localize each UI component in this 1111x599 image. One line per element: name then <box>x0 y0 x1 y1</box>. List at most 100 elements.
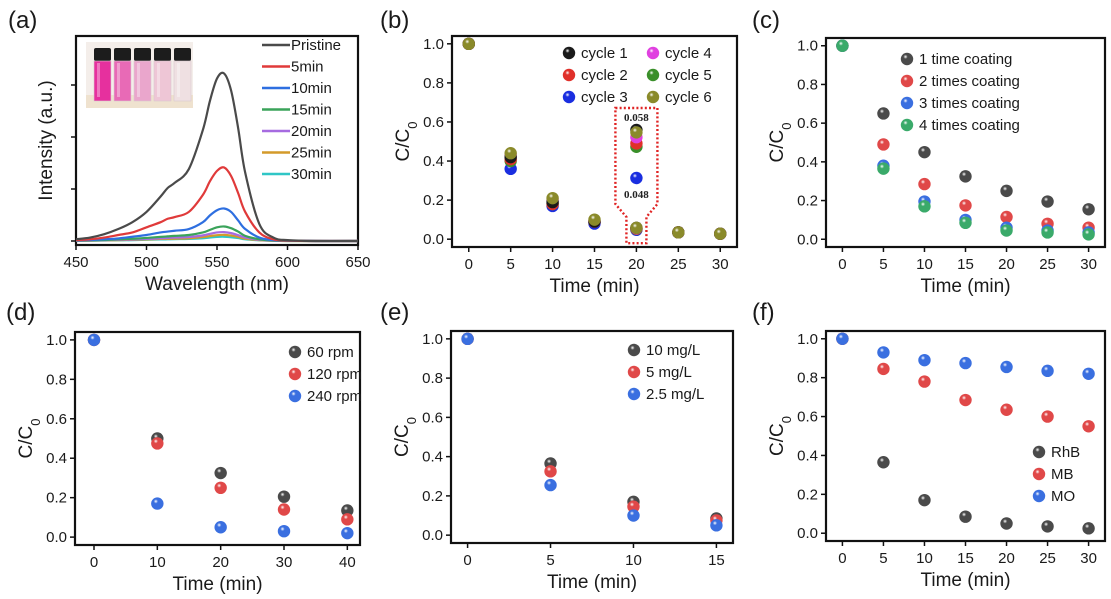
panel-a: (a) 450 500 550 600 650 Wavelength (nm) Intensi… <box>8 7 371 295</box>
data-point-cycle-6 <box>588 213 601 226</box>
x-tick-label: 0 <box>838 256 846 273</box>
data-point-1-time-coating <box>1000 184 1013 198</box>
series-line-pristine <box>75 71 359 243</box>
x-tick-label: 0 <box>838 550 846 567</box>
vial-highlight <box>117 63 120 97</box>
x-tick-label: 10 <box>149 554 166 571</box>
y-tick-label: 0.6 <box>797 115 818 132</box>
data-point-cycle-6 <box>714 227 727 240</box>
legend-marker <box>900 118 914 132</box>
legend-marker <box>627 387 641 401</box>
inset-vial-photo <box>86 42 193 108</box>
data-point-2-times-coating <box>1000 210 1013 224</box>
data-point-2-times-coating <box>918 177 931 191</box>
legend-label: cycle 2 <box>581 67 628 84</box>
data-point-cycle-6 <box>672 226 685 239</box>
y-tick-label: 0.4 <box>423 153 444 170</box>
data-point-rhb <box>1082 522 1095 535</box>
panel-label-a: (a) <box>8 7 37 34</box>
y-tick-label: 0.8 <box>797 76 818 93</box>
data-point-4-times-coating <box>918 200 931 213</box>
legend-label: Pristine <box>291 37 341 54</box>
x-tick-label: 20 <box>998 550 1015 567</box>
legend-marker <box>900 52 914 66</box>
x-axis-label: Wavelength (nm) <box>145 274 289 295</box>
y-tick-label: 0.0 <box>797 231 818 248</box>
data-point-2-5-mg-l <box>627 509 640 522</box>
y-tick-label: 0.2 <box>797 486 818 503</box>
panel-label-b: (b) <box>380 7 409 34</box>
x-tick-label: 5 <box>507 256 515 273</box>
x-tick-label: 5 <box>879 550 887 567</box>
x-tick-label: 0 <box>90 554 98 571</box>
legend-label: RhB <box>1051 444 1080 461</box>
vial <box>133 60 152 102</box>
data-point-60-rpm <box>277 490 291 503</box>
data-point-rhb <box>877 456 890 469</box>
x-tick-label: 10 <box>916 256 933 273</box>
y-tick-label: 0.2 <box>422 488 443 505</box>
legend-marker <box>288 367 302 381</box>
y-tick-label: 0.4 <box>797 447 818 464</box>
y-tick-label: 0.0 <box>423 231 444 248</box>
legend-marker <box>1032 467 1046 481</box>
vial-highlight <box>157 63 160 97</box>
x-tick-label: 25 <box>1039 256 1056 273</box>
y-tick-label: 1.0 <box>423 36 444 53</box>
legend-label: cycle 5 <box>665 67 712 84</box>
x-tick-label: 600 <box>275 254 300 271</box>
data-point-4-times-coating <box>1000 224 1013 237</box>
legend-label: 2.5 mg/L <box>646 386 704 403</box>
legend-marker <box>1032 489 1046 503</box>
panel-label-d: (d) <box>6 299 35 326</box>
x-axis-label: Time (min) <box>549 276 639 297</box>
series-line-10min <box>75 207 359 243</box>
x-tick-label: 25 <box>670 256 687 273</box>
vial <box>153 60 172 102</box>
data-point-240-rpm <box>87 333 101 347</box>
annotation-min: 0.048 <box>624 189 649 201</box>
data-point-1-time-coating <box>1082 203 1095 216</box>
legend-label: 20min <box>291 123 332 140</box>
y-tick-label: 0.6 <box>797 409 818 426</box>
y-axis-label: C/C0 <box>16 419 43 459</box>
data-point-60-rpm <box>214 466 227 480</box>
data-point-cycle-6 <box>462 37 475 51</box>
legend-label: MO <box>1051 488 1075 505</box>
data-point-4-times-coating <box>836 39 849 52</box>
legend-marker <box>627 365 641 379</box>
legend-label: 30min <box>291 166 332 183</box>
zoom-point-cycle-3 <box>630 171 643 185</box>
x-tick-label: 15 <box>708 552 725 569</box>
x-tick-label: 550 <box>204 254 229 271</box>
legend-label: cycle 3 <box>581 89 628 106</box>
data-point-4-times-coating <box>877 162 890 175</box>
vial <box>173 60 192 102</box>
data-point-120-rpm <box>277 503 291 516</box>
panel-d: (d) 0 10 20 30 40 0.0 0.2 0.4 0.6 0.8 1.0 Time (min)… <box>6 299 362 595</box>
x-tick-label: 15 <box>586 256 603 273</box>
data-point-mb <box>1082 420 1095 433</box>
plot-frame <box>449 329 735 545</box>
panel-label-f: (f) <box>752 299 775 326</box>
legend-marker <box>562 90 576 104</box>
x-axis-label: Time (min) <box>547 572 637 593</box>
data-point-mo <box>1041 364 1054 378</box>
data-point-cycle-6 <box>546 191 559 205</box>
legend-label: 10min <box>291 80 332 97</box>
data-point-60-rpm <box>341 504 354 517</box>
y-tick-label: 0.6 <box>422 409 443 426</box>
legend-marker <box>646 68 660 82</box>
data-point-1-time-coating <box>1041 195 1054 208</box>
panel-b: (b) 0 5 10 15 20 25 30 0.0 0.2 0.4 0.6 0.8 1.0 Time (m… <box>380 7 739 297</box>
x-tick-label: 20 <box>998 256 1015 273</box>
legend-marker <box>562 46 576 60</box>
y-tick-label: 0.4 <box>797 154 818 171</box>
y-tick-label: 0.2 <box>797 193 818 210</box>
data-point-4-times-coating <box>1082 228 1095 241</box>
y-tick-label: 0.8 <box>423 75 444 92</box>
y-tick-label: 1.0 <box>46 332 67 349</box>
data-point-120-rpm <box>214 481 227 495</box>
legend-label: 2 times coating <box>919 73 1020 90</box>
